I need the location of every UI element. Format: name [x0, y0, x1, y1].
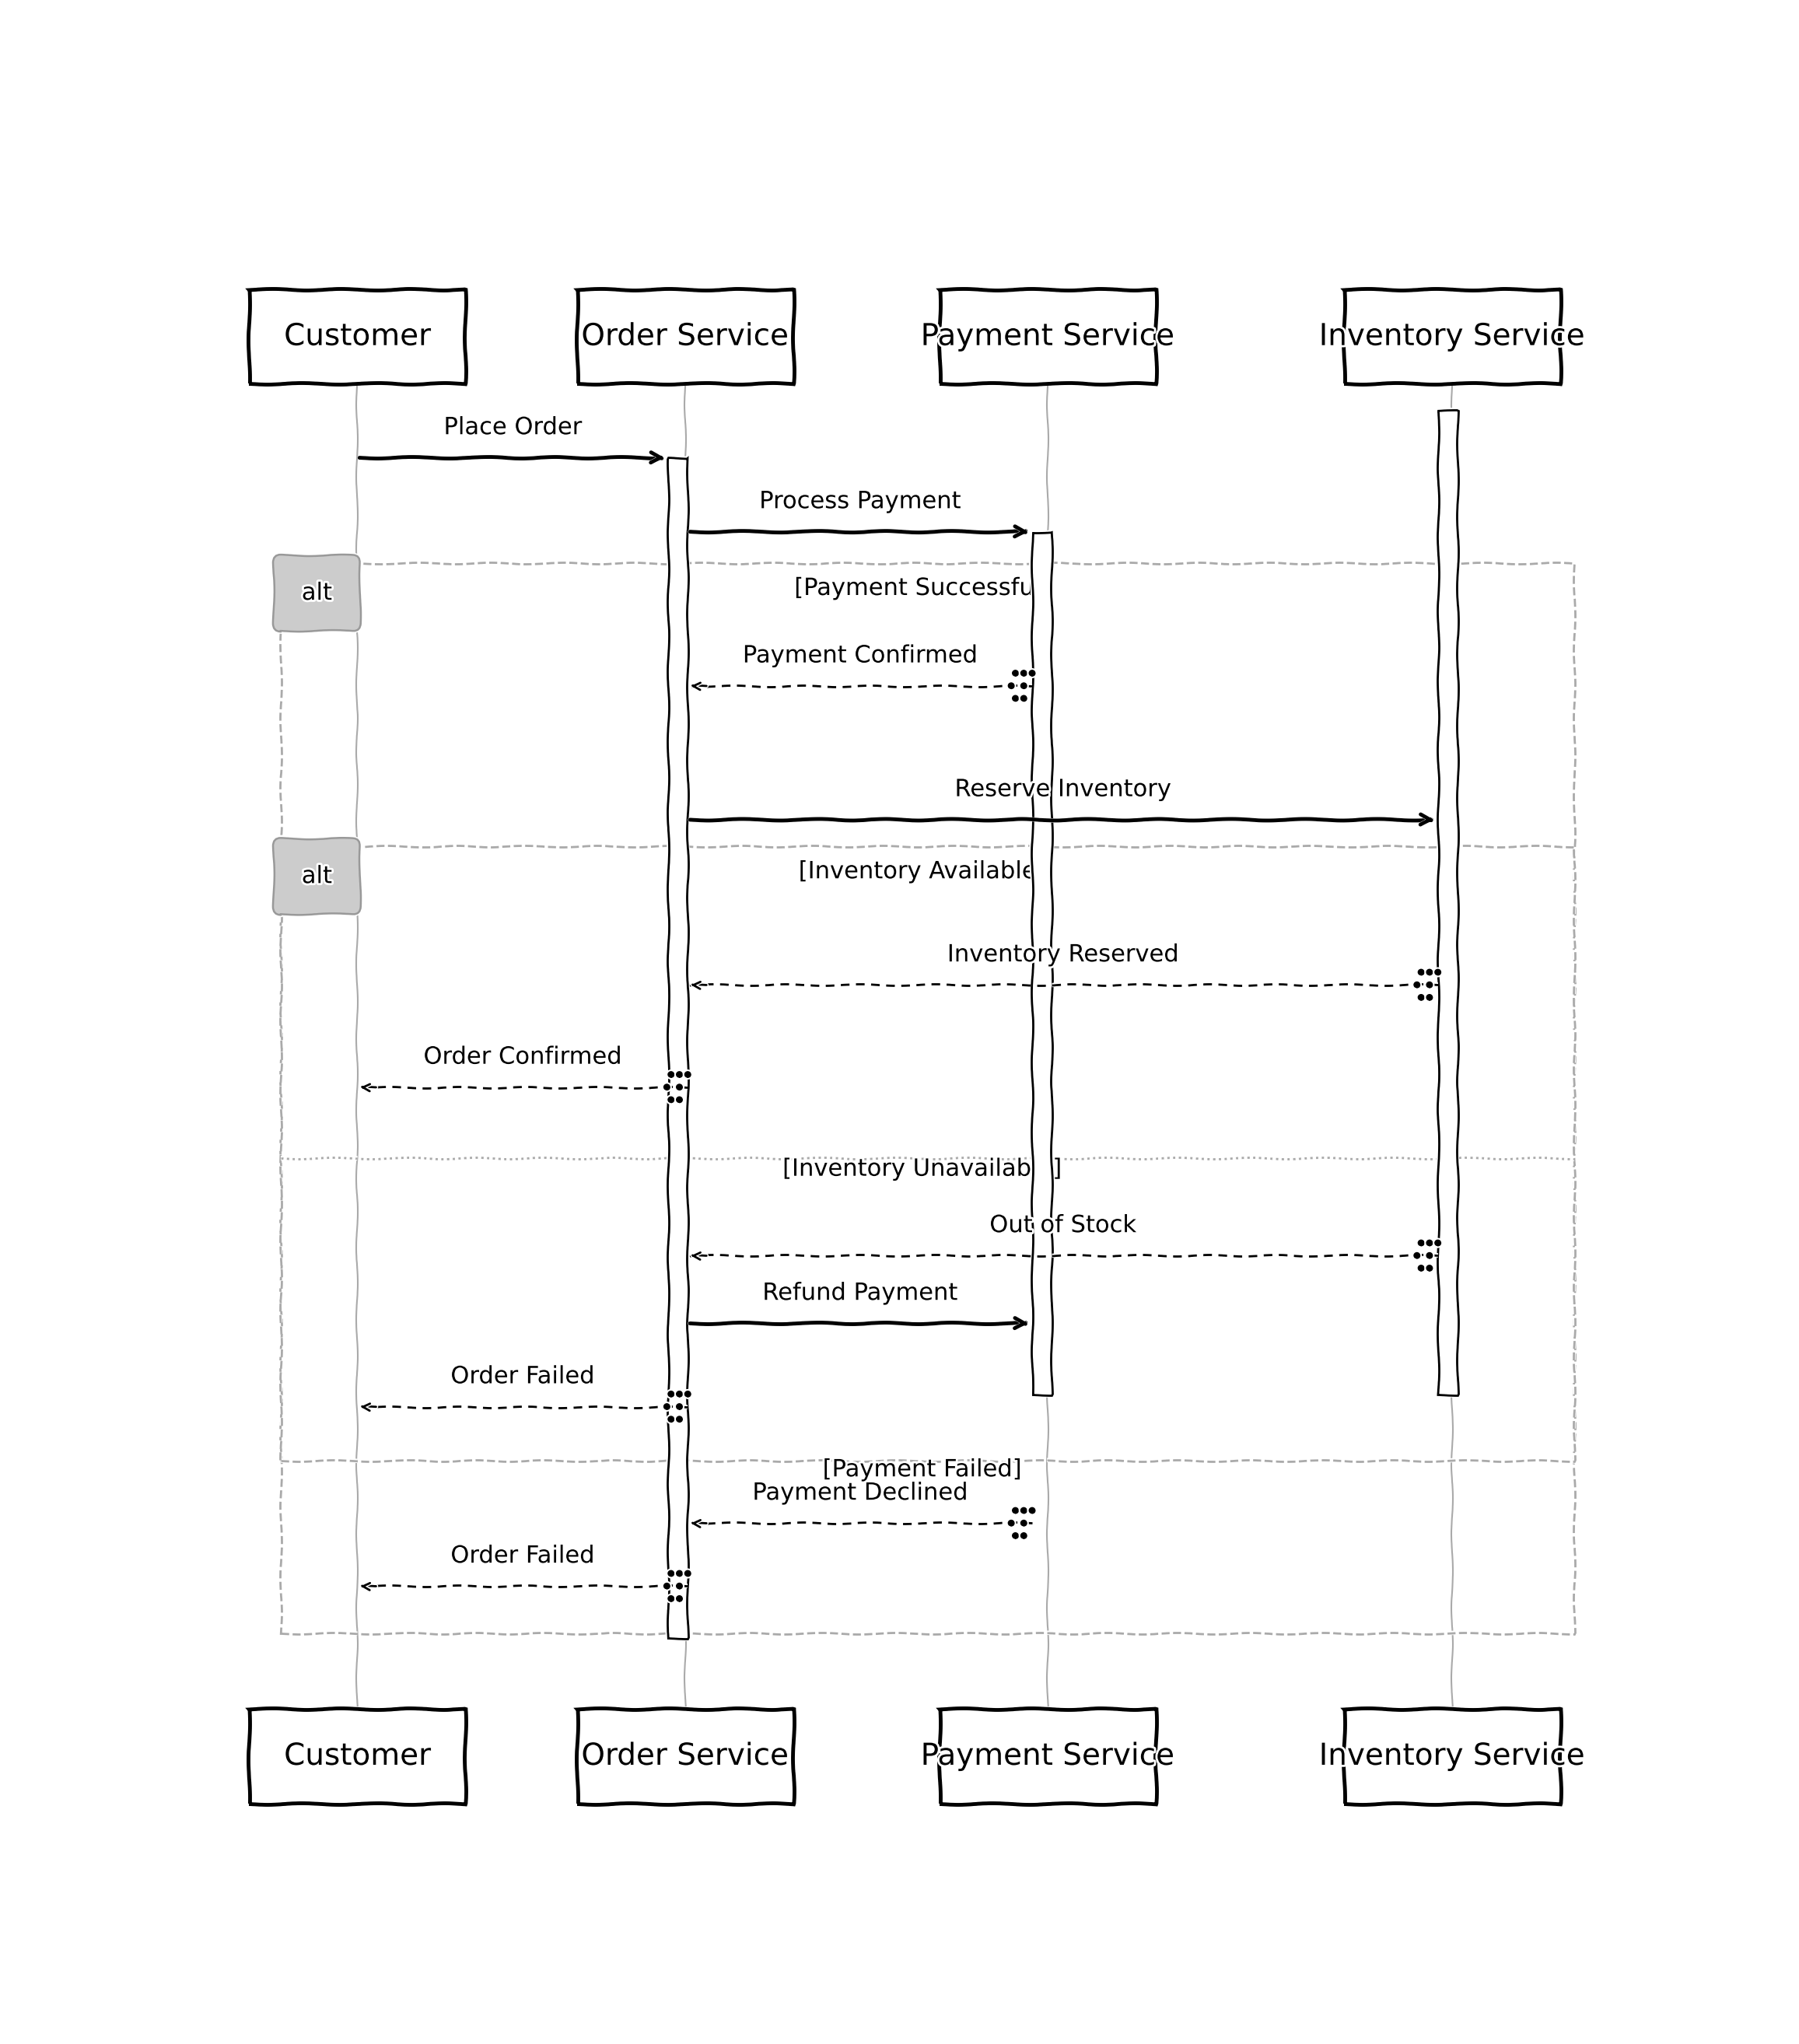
Bar — [1033, 531, 1052, 1394]
Bar — [1344, 1709, 1560, 1803]
Bar — [250, 290, 466, 384]
Bar — [281, 564, 1574, 1633]
Text: [Inventory Available]: [Inventory Available] — [799, 861, 1045, 883]
Text: Out of Stock: Out of Stock — [989, 1214, 1135, 1237]
Bar — [939, 1709, 1155, 1803]
Text: Inventory Service: Inventory Service — [1319, 321, 1585, 352]
Text: [Inventory Unavailable]: [Inventory Unavailable] — [783, 1157, 1061, 1181]
FancyBboxPatch shape — [273, 556, 360, 632]
Text: Place Order: Place Order — [444, 417, 581, 439]
Text: Customer: Customer — [284, 1741, 430, 1770]
Text: Reserve Inventory: Reserve Inventory — [955, 779, 1171, 801]
Text: Order Failed: Order Failed — [450, 1545, 594, 1568]
Text: Inventory Reserved: Inventory Reserved — [948, 944, 1178, 967]
Text: [Payment Failed]: [Payment Failed] — [822, 1459, 1022, 1482]
Bar — [577, 1709, 793, 1803]
Bar — [1437, 411, 1457, 1394]
Text: alt: alt — [302, 865, 333, 887]
Text: Order Failed: Order Failed — [450, 1365, 594, 1388]
Text: [Payment Successful]: [Payment Successful] — [795, 576, 1049, 599]
Bar — [939, 290, 1155, 384]
Text: Payment Service: Payment Service — [921, 321, 1175, 352]
Bar — [1344, 290, 1560, 384]
Text: Refund Payment: Refund Payment — [763, 1282, 957, 1304]
Bar — [281, 846, 1574, 1459]
Text: Customer: Customer — [284, 321, 430, 352]
Text: Order Service: Order Service — [581, 1741, 788, 1770]
Text: Payment Declined: Payment Declined — [752, 1482, 968, 1504]
Bar — [667, 458, 687, 1637]
Bar — [250, 1709, 466, 1803]
Text: Order Service: Order Service — [581, 321, 788, 352]
Text: Payment Service: Payment Service — [921, 1741, 1175, 1770]
Text: Payment Confirmed: Payment Confirmed — [743, 644, 977, 666]
Text: Inventory Service: Inventory Service — [1319, 1741, 1585, 1770]
Text: alt: alt — [302, 583, 333, 605]
Text: Process Payment: Process Payment — [759, 491, 961, 513]
Bar — [577, 290, 793, 384]
Text: Order Confirmed: Order Confirmed — [423, 1047, 622, 1069]
FancyBboxPatch shape — [273, 838, 360, 914]
